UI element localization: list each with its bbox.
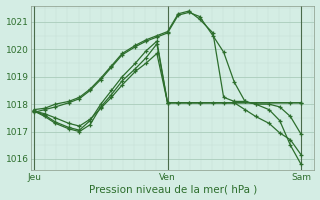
- X-axis label: Pression niveau de la mer( hPa ): Pression niveau de la mer( hPa ): [89, 184, 257, 194]
